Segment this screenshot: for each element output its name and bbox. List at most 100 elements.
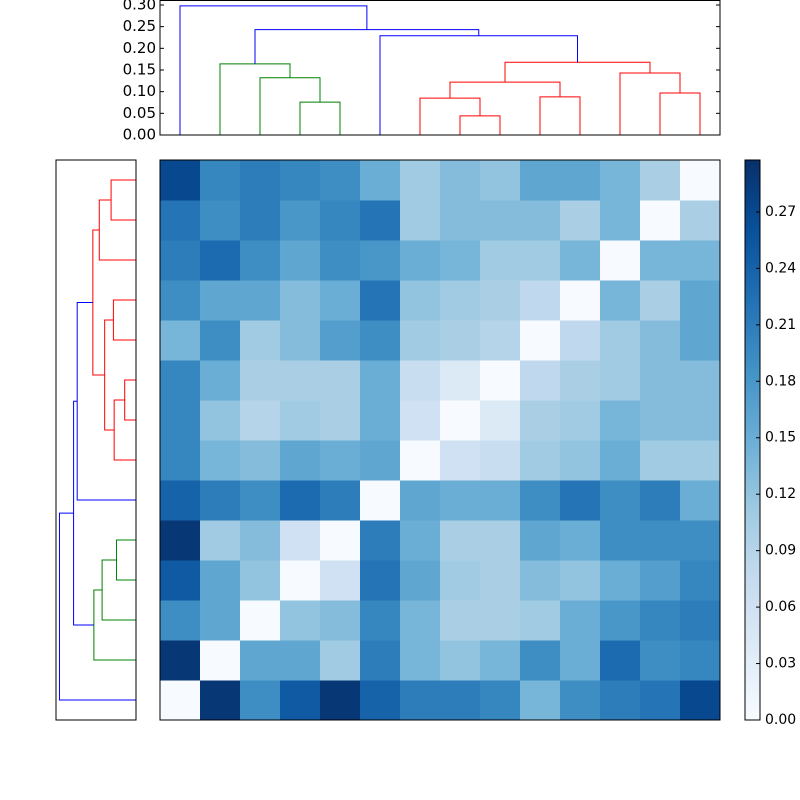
left-frame — [55, 159, 137, 721]
heatmap-cell — [200, 440, 241, 481]
dendrogram-link — [539, 96, 581, 135]
heatmap-cell — [320, 400, 361, 441]
heatmap-cell — [480, 320, 521, 361]
heatmap-cell — [160, 680, 201, 721]
heatmap-cell — [560, 640, 601, 681]
heatmap-cell — [320, 160, 361, 201]
heatmap-cell — [640, 600, 681, 641]
heatmap-cell — [360, 440, 401, 481]
heatmap-cell — [240, 440, 281, 481]
heatmap-cell — [280, 360, 321, 401]
heatmap-cell — [680, 600, 721, 641]
heatmap-cell — [600, 400, 641, 441]
top-dendrogram: 0.00 0.05 0.10 0.15 0.20 0.25 0.30 — [123, 0, 721, 144]
heatmap-cell — [680, 560, 721, 601]
heatmap-cell — [680, 280, 721, 321]
colorbar-tick-label: 0.03 — [765, 656, 796, 672]
heatmap-cell — [240, 280, 281, 321]
heatmap-cell — [680, 160, 721, 201]
heatmap-cell — [280, 480, 321, 521]
heatmap-cell — [560, 600, 601, 641]
heatmap-cell — [640, 360, 681, 401]
colorbar-tick-label: 0.12 — [765, 486, 796, 502]
heatmap-cell — [160, 560, 201, 601]
heatmap-cell — [560, 520, 601, 561]
heatmap-cell — [640, 480, 681, 521]
heatmap-cell — [320, 360, 361, 401]
heatmap-cell — [600, 520, 641, 561]
colorbar-tick-label: 0.00 — [765, 712, 796, 728]
heatmap-cell — [600, 200, 641, 241]
heatmap-cell — [440, 320, 481, 361]
colorbar-tick-label: 0.27 — [765, 204, 796, 220]
dendrogram-link — [219, 63, 291, 135]
heatmap-cell — [440, 640, 481, 681]
heatmap-cell — [680, 520, 721, 561]
heatmap-cell — [200, 240, 241, 281]
heatmap-cell — [400, 320, 441, 361]
heatmap-cell — [640, 200, 681, 241]
heatmap-cell — [320, 440, 361, 481]
heatmap-cell — [560, 680, 601, 721]
heatmap-cell — [480, 440, 521, 481]
heatmap-cell — [440, 520, 481, 561]
heatmap-cell — [440, 360, 481, 401]
heatmap-cell — [600, 680, 641, 721]
heatmap-cell — [240, 480, 281, 521]
dendrogram-link — [459, 115, 501, 135]
heatmap-cell — [160, 240, 201, 281]
heatmap-cell — [240, 400, 281, 441]
dendrogram-link — [101, 559, 136, 621]
dendrogram-link — [115, 539, 136, 581]
heatmap-cell — [520, 560, 561, 601]
heatmap-cell — [560, 560, 601, 601]
heatmap-cell — [600, 560, 641, 601]
heatmap-cell — [400, 600, 441, 641]
heatmap-cell — [320, 240, 361, 281]
heatmap-cell — [280, 200, 321, 241]
colorbar-tick-label: 0.06 — [765, 599, 796, 615]
heatmap-cell — [520, 600, 561, 641]
heatmap-cell — [400, 560, 441, 601]
heatmap-cell — [360, 600, 401, 641]
heatmap-cell — [640, 240, 681, 281]
heatmap-cell — [600, 480, 641, 521]
colorbar-scale — [744, 159, 761, 721]
heatmap-cell — [480, 520, 521, 561]
heatmap-cell — [400, 640, 441, 681]
dendrogram-link — [124, 379, 136, 421]
heatmap-cell — [520, 680, 561, 721]
heatmap-cell — [160, 480, 201, 521]
heatmap-cell — [240, 360, 281, 401]
heatmap-cell — [400, 520, 441, 561]
heatmap-cell — [480, 240, 521, 281]
heatmap-cell — [440, 200, 481, 241]
heatmap-cell — [280, 400, 321, 441]
heatmap-cell — [600, 240, 641, 281]
heatmap-cell — [400, 360, 441, 401]
dendrogram-link — [104, 319, 115, 431]
heatmap-cell — [440, 400, 481, 441]
heatmap-cell — [480, 200, 521, 241]
heatmap-cell — [160, 440, 201, 481]
heatmap-cell — [200, 480, 241, 521]
heatmap-cell — [320, 520, 361, 561]
heatmap-cell — [520, 360, 561, 401]
heatmap-cell — [600, 600, 641, 641]
dendrogram-link — [419, 97, 481, 135]
heatmap-cell — [480, 400, 521, 441]
heatmap-cell — [400, 200, 441, 241]
heatmap-cell — [560, 240, 601, 281]
y-tick-label: 0.15 — [123, 60, 156, 78]
dendrogram-link — [93, 589, 136, 661]
dendrogram-link — [259, 77, 321, 135]
heatmap-cell — [160, 320, 201, 361]
heatmap-cell — [160, 160, 201, 201]
heatmap-cell — [280, 560, 321, 601]
colorbar-tick-label: 0.09 — [765, 543, 796, 559]
heatmap-cell — [160, 200, 201, 241]
heatmap-cell — [240, 160, 281, 201]
colorbar-tick-label: 0.18 — [765, 373, 796, 389]
heatmap-cell — [480, 160, 521, 201]
heatmap-cell — [200, 400, 241, 441]
